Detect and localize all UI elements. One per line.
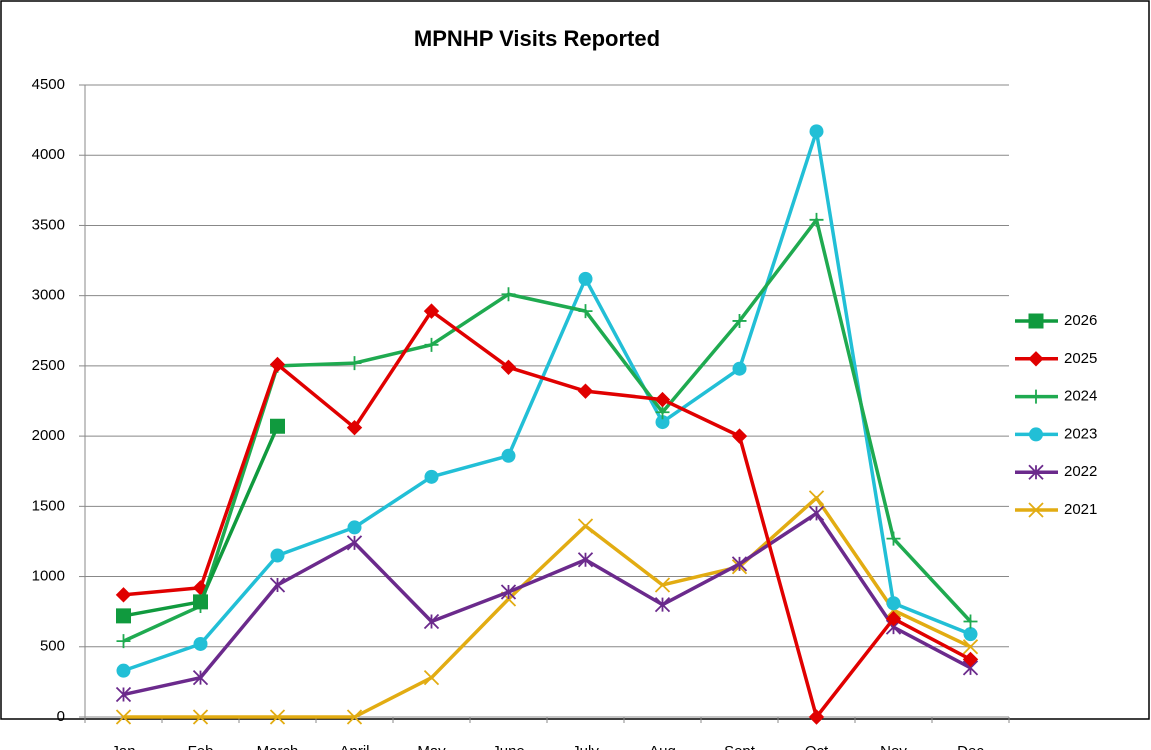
data-point bbox=[192, 670, 209, 686]
data-point bbox=[346, 535, 363, 551]
data-point bbox=[269, 356, 286, 373]
y-tick-label: 500 bbox=[40, 638, 65, 655]
legend-marker bbox=[1028, 351, 1044, 367]
legend-label: 2022 bbox=[1064, 463, 1097, 480]
data-point bbox=[655, 405, 670, 420]
data-point bbox=[654, 391, 671, 408]
legend-label: 2024 bbox=[1064, 388, 1097, 405]
data-point bbox=[577, 518, 594, 534]
x-tick-label: Aug bbox=[649, 743, 676, 750]
data-point bbox=[116, 608, 131, 624]
x-tick-label: March bbox=[257, 743, 299, 750]
data-point bbox=[500, 359, 517, 376]
data-point bbox=[731, 428, 748, 444]
data-point bbox=[500, 584, 517, 600]
data-point bbox=[732, 361, 747, 376]
data-point bbox=[423, 303, 440, 319]
data-point bbox=[655, 415, 670, 430]
data-point bbox=[424, 337, 439, 352]
x-tick-label: May bbox=[417, 743, 446, 750]
legend-marker bbox=[1028, 502, 1044, 518]
x-tick-label: Nov bbox=[880, 743, 907, 750]
data-point bbox=[962, 639, 979, 655]
x-tick-label: Oct bbox=[805, 743, 829, 750]
data-point bbox=[962, 651, 979, 668]
x-tick-label: Sept bbox=[724, 743, 756, 750]
data-point bbox=[423, 613, 440, 630]
x-tick-label: June bbox=[492, 743, 525, 750]
data-point bbox=[654, 577, 671, 593]
legend-label: 2025 bbox=[1064, 350, 1097, 367]
data-point bbox=[578, 304, 593, 319]
data-point bbox=[501, 287, 516, 302]
data-point bbox=[731, 556, 748, 572]
data-point bbox=[115, 709, 132, 725]
y-tick-label: 2000 bbox=[32, 427, 65, 444]
data-point bbox=[885, 610, 902, 627]
data-point bbox=[963, 614, 978, 629]
x-tick-label: July bbox=[572, 743, 599, 750]
x-tick-label: Feb bbox=[188, 743, 214, 750]
y-tick-label: 1500 bbox=[32, 497, 65, 514]
y-tick-label: 0 bbox=[57, 708, 65, 725]
x-tick-label: Jan bbox=[111, 743, 135, 750]
data-point bbox=[269, 577, 286, 593]
data-point bbox=[193, 636, 208, 651]
data-point bbox=[116, 663, 131, 678]
legend-marker bbox=[1029, 389, 1043, 404]
data-point bbox=[423, 670, 440, 686]
data-point bbox=[732, 313, 747, 328]
y-tick-label: 3000 bbox=[32, 287, 65, 304]
data-point bbox=[115, 587, 132, 603]
data-point bbox=[963, 627, 978, 642]
legend-marker bbox=[1028, 464, 1044, 480]
y-tick-label: 1000 bbox=[32, 568, 65, 585]
data-point bbox=[192, 709, 209, 725]
legend-marker bbox=[1028, 313, 1044, 329]
data-point bbox=[578, 271, 593, 286]
data-point bbox=[886, 531, 901, 546]
series-line bbox=[123, 511, 972, 697]
data-point bbox=[809, 124, 824, 139]
legend-label: 2026 bbox=[1064, 312, 1097, 329]
data-point bbox=[347, 356, 362, 371]
chart-border bbox=[0, 0, 1150, 720]
x-tick-label: April bbox=[339, 743, 369, 750]
data-point bbox=[577, 383, 594, 399]
legend-label: 2023 bbox=[1064, 425, 1097, 442]
data-point bbox=[269, 709, 286, 725]
data-point bbox=[424, 469, 439, 484]
data-point bbox=[808, 709, 825, 725]
data-point bbox=[654, 597, 671, 613]
y-tick-label: 2500 bbox=[32, 357, 65, 374]
legend-marker bbox=[1029, 427, 1043, 442]
y-tick-label: 3500 bbox=[32, 216, 65, 233]
data-point bbox=[501, 448, 516, 463]
y-tick-label: 4000 bbox=[32, 146, 65, 163]
data-point bbox=[193, 594, 208, 610]
data-point bbox=[115, 686, 132, 703]
legend-label: 2021 bbox=[1064, 501, 1097, 518]
y-tick-label: 4500 bbox=[32, 76, 65, 93]
x-tick-label: Dec bbox=[957, 743, 984, 750]
data-point bbox=[886, 596, 901, 611]
data-point bbox=[346, 709, 363, 725]
data-point bbox=[116, 634, 131, 649]
data-point bbox=[347, 520, 362, 535]
data-point bbox=[346, 419, 363, 436]
data-point bbox=[809, 212, 824, 227]
data-point bbox=[808, 490, 825, 506]
data-point bbox=[270, 548, 285, 563]
data-point bbox=[270, 418, 285, 434]
series-line bbox=[122, 129, 972, 673]
series-line bbox=[123, 309, 972, 719]
data-point bbox=[808, 505, 825, 521]
series-line bbox=[123, 496, 972, 719]
chart-title: MPNHP Visits Reported bbox=[414, 26, 660, 51]
data-point bbox=[577, 552, 594, 568]
